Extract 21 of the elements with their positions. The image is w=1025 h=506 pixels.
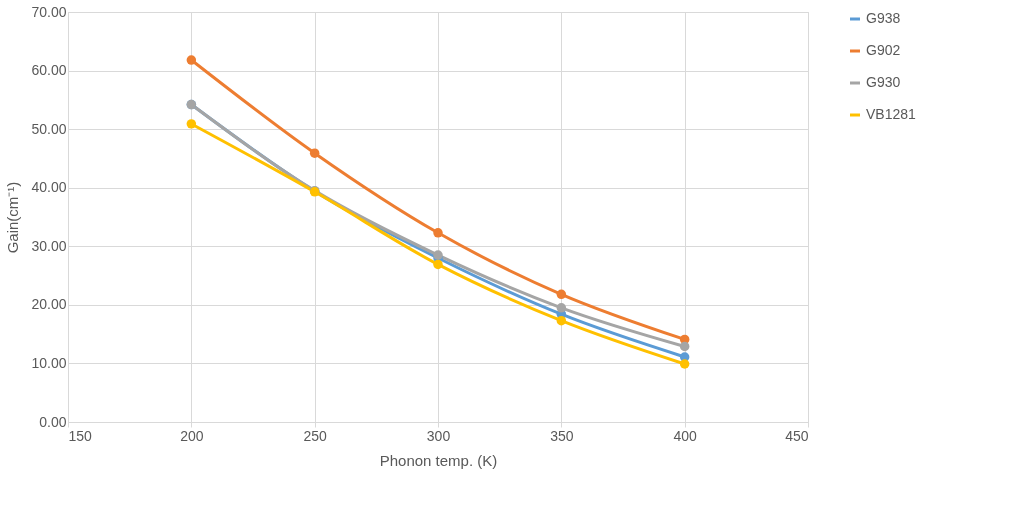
x-tick-label: 200 bbox=[180, 427, 204, 444]
y-tick-label: 50.00 bbox=[31, 120, 67, 137]
legend-label: G902 bbox=[866, 42, 901, 58]
y-tick-label: 30.00 bbox=[31, 237, 67, 254]
x-tick-label: 150 bbox=[68, 427, 93, 444]
y-tick-label: 40.00 bbox=[31, 179, 67, 196]
y-tick-label: 70.00 bbox=[31, 3, 67, 20]
x-tick-label: 300 bbox=[426, 427, 451, 444]
y-tick-label: 20.00 bbox=[31, 296, 67, 313]
x-tick-label: 450 bbox=[785, 427, 809, 444]
x-tick-label: 350 bbox=[550, 427, 574, 444]
y-tick-label: 10.00 bbox=[31, 354, 67, 371]
y-tick-label: 0.00 bbox=[39, 413, 67, 430]
legend-label: G930 bbox=[866, 74, 901, 90]
legend-label: VB1281 bbox=[866, 106, 917, 122]
x-axis-title: Phonon temp. (K) bbox=[379, 451, 498, 469]
x-tick-label: 250 bbox=[303, 427, 328, 444]
x-tick-label: 400 bbox=[673, 427, 698, 444]
y-axis-title: Gain(cm⁻¹) bbox=[4, 181, 22, 254]
legend-label: G938 bbox=[866, 10, 901, 26]
y-tick-label: 60.00 bbox=[31, 62, 67, 79]
